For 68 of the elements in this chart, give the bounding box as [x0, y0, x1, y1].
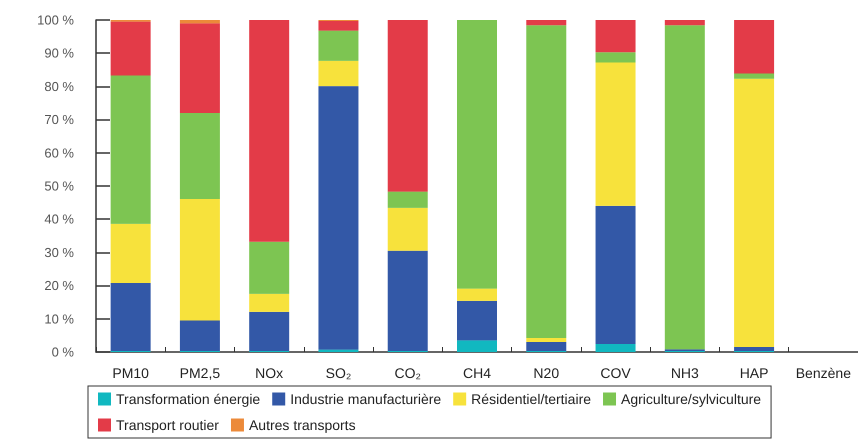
bar	[526, 342, 566, 352]
bar	[734, 78, 774, 348]
x-tick-label: Benzène	[796, 365, 852, 381]
bar	[457, 20, 497, 289]
bar	[249, 20, 290, 242]
bar	[318, 20, 358, 31]
bar	[180, 320, 220, 352]
bar	[457, 300, 497, 340]
x-tick-label: N20	[533, 365, 560, 381]
y-tick-label: 0 %	[52, 344, 74, 360]
bar	[664, 25, 705, 350]
y-tick-label: 10 %	[44, 311, 74, 326]
y-tick-label: 30 %	[44, 244, 74, 260]
bar	[180, 23, 220, 113]
bar	[388, 20, 428, 192]
legend-label: Transformation énergie	[116, 391, 260, 407]
bar	[526, 20, 566, 26]
bar	[596, 206, 636, 344]
bar	[596, 20, 636, 52]
bar	[457, 288, 497, 301]
y-tick-label: 40 %	[44, 212, 74, 227]
legend-label: Agriculture/sylviculture	[621, 391, 762, 407]
bar	[734, 20, 774, 74]
x-tick-label: NH3	[670, 365, 700, 381]
bar	[596, 62, 636, 206]
y-tick-label: 100 %	[37, 12, 74, 28]
bar	[110, 224, 151, 283]
bar	[180, 112, 220, 199]
x-tick-label: CO₂	[394, 365, 421, 381]
y-tick-label: 60 %	[44, 145, 74, 160]
bar	[180, 20, 220, 24]
y-tick-label: 80 %	[44, 78, 74, 94]
bar	[596, 344, 636, 352]
y-tick-label: 20 %	[44, 278, 74, 294]
bar	[110, 282, 151, 352]
bar	[110, 22, 151, 76]
legend-label: Résidentiel/tertiaire	[471, 391, 592, 407]
bar	[526, 338, 566, 342]
x-tick-label: COV	[600, 365, 632, 381]
y-tick-label: 70 %	[44, 112, 74, 128]
bar	[180, 198, 220, 320]
bar	[110, 75, 151, 224]
bar	[388, 192, 428, 208]
x-tick-label: NOx	[255, 365, 284, 381]
bar	[249, 294, 290, 312]
legend-label: Industrie manufacturière	[290, 391, 442, 407]
x-tick-label: SO₂	[326, 365, 352, 381]
bar	[596, 52, 636, 62]
bar	[664, 20, 705, 26]
bar	[318, 60, 358, 86]
legend-label: Autres transports	[248, 417, 356, 433]
bar	[734, 73, 774, 79]
bar	[388, 250, 428, 352]
x-tick-label: PM10	[112, 365, 150, 381]
x-tick-label: HAP	[740, 365, 768, 381]
x-tick-label: CH4	[462, 365, 492, 381]
x-tick-label: PM2,5	[180, 365, 220, 381]
bar	[526, 25, 566, 338]
legend-label: Transport routier	[116, 417, 220, 433]
y-tick-label: 50 %	[44, 178, 74, 194]
bar	[388, 208, 428, 251]
bar	[734, 347, 774, 352]
bar	[318, 30, 358, 61]
bar	[457, 340, 497, 352]
bar	[249, 312, 290, 352]
bar	[249, 242, 290, 294]
y-tick-label: 90 %	[44, 46, 74, 61]
bar	[318, 86, 358, 350]
